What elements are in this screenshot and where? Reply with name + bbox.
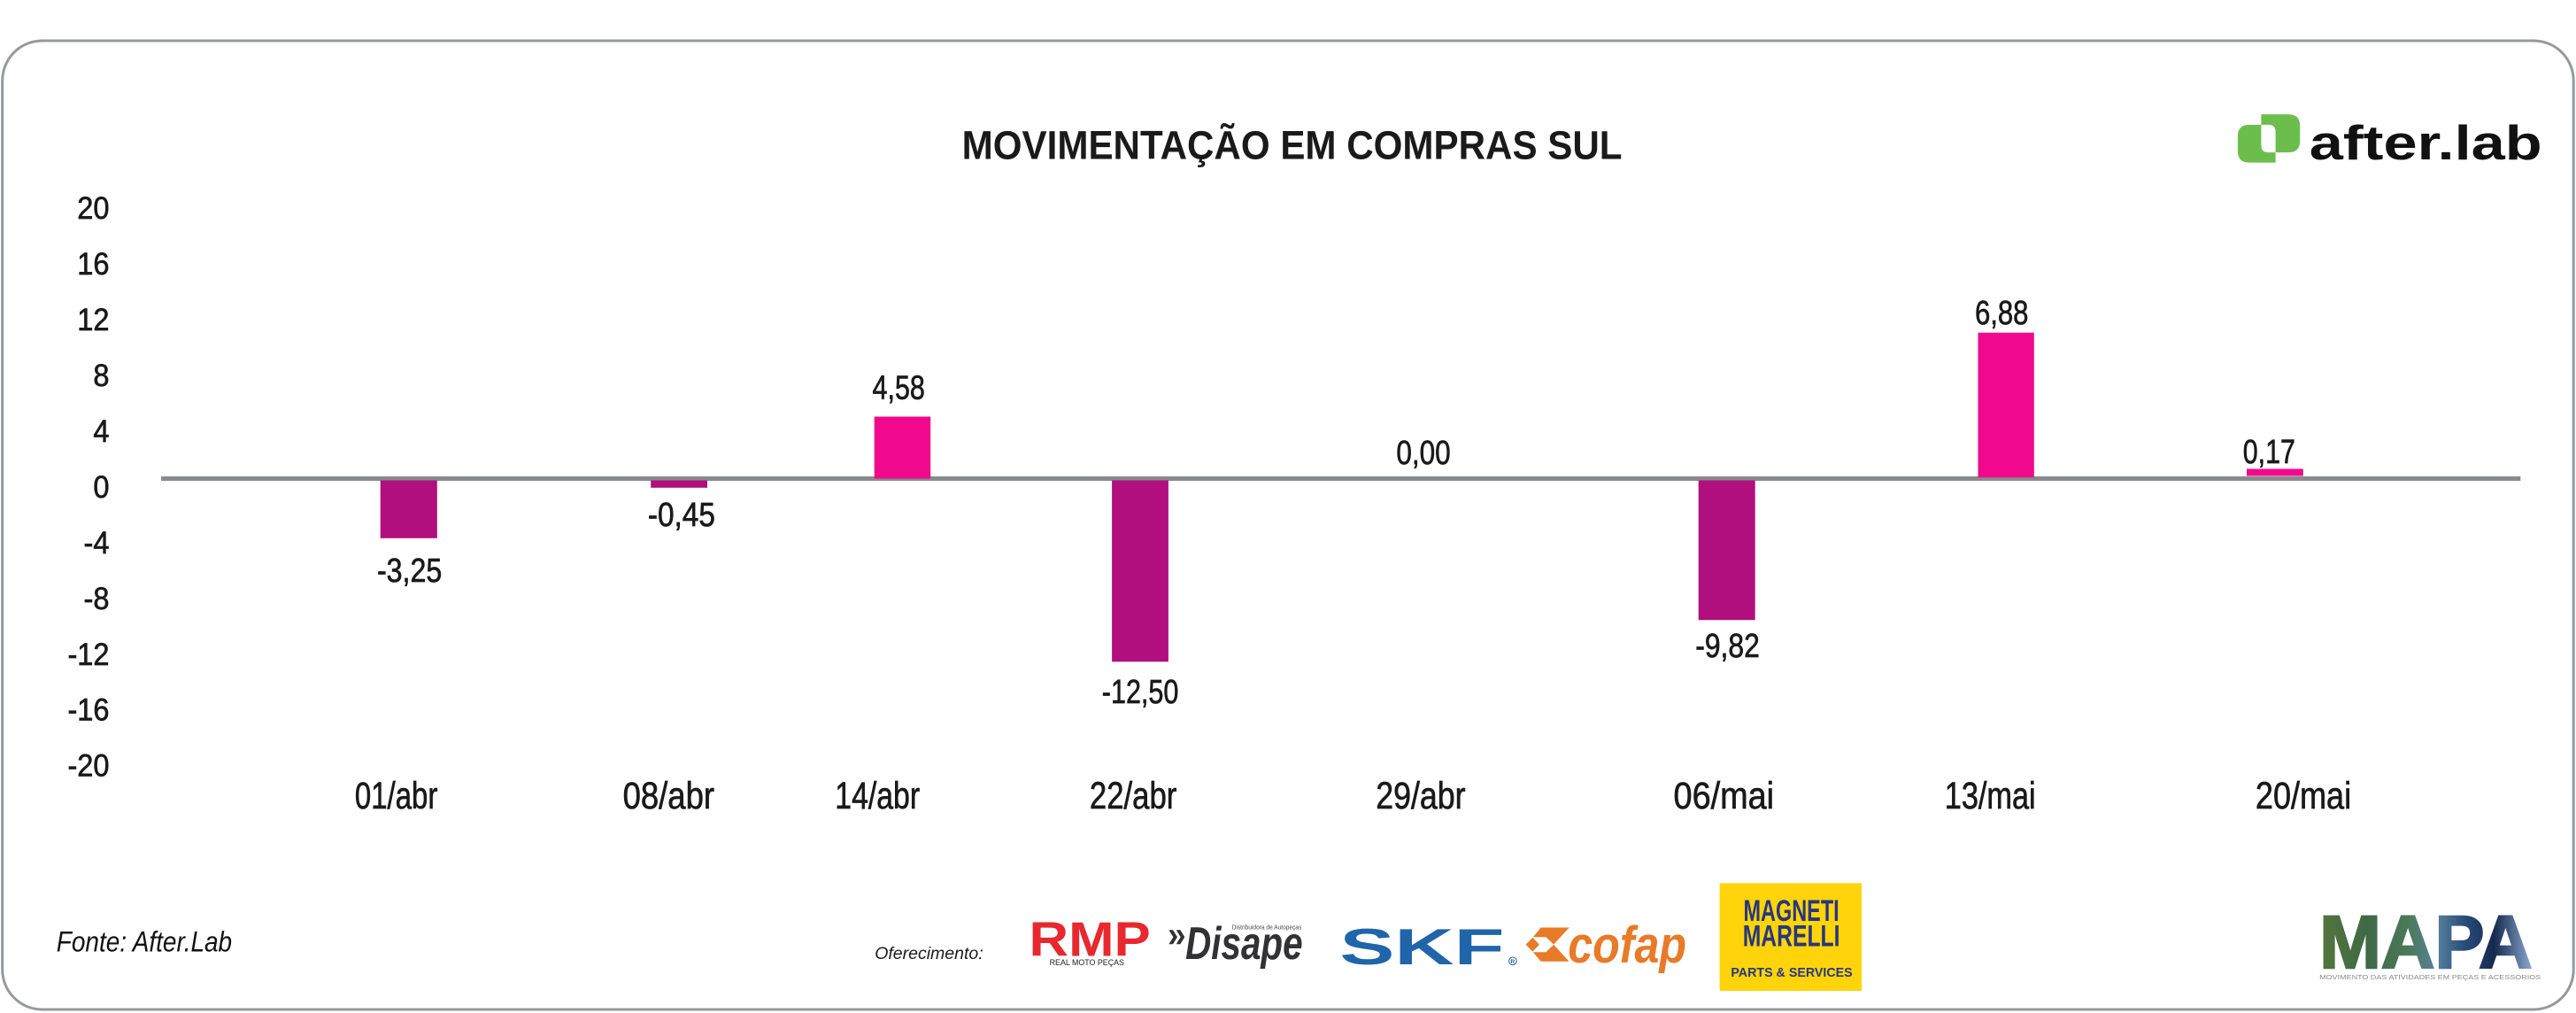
svg-text:0,17: 0,17 — [2243, 434, 2295, 471]
svg-text:MARELLI: MARELLI — [1743, 920, 1840, 954]
svg-text:20/mai: 20/mai — [2256, 775, 2351, 816]
svg-text:8: 8 — [93, 359, 109, 393]
svg-text:-20: -20 — [67, 749, 109, 784]
svg-text:Distribuidora de Autopeças: Distribuidora de Autopeças — [1232, 924, 1302, 931]
svg-text:20: 20 — [77, 191, 109, 226]
svg-text:MAGNETI: MAGNETI — [1744, 895, 1839, 928]
svg-text:REAL MOTO PEÇAS: REAL MOTO PEÇAS — [1050, 958, 1124, 967]
svg-text:cofap: cofap — [1568, 917, 1686, 974]
svg-text:4,58: 4,58 — [873, 369, 925, 406]
svg-text:6,88: 6,88 — [1975, 295, 2028, 332]
svg-text:R: R — [1511, 959, 1516, 965]
svg-text:29/abr: 29/abr — [1376, 775, 1465, 817]
svg-text:16: 16 — [77, 247, 109, 282]
svg-text:-9,82: -9,82 — [1695, 628, 1760, 665]
svg-text:-8: -8 — [84, 582, 110, 616]
svg-text:22/abr: 22/abr — [1090, 776, 1176, 817]
svg-text:01/abr: 01/abr — [355, 776, 438, 817]
svg-text:Oferecimento:: Oferecimento: — [875, 944, 983, 963]
svg-text:PARTS & SERVICES: PARTS & SERVICES — [1731, 966, 1853, 980]
svg-text:-12,50: -12,50 — [1102, 674, 1179, 711]
svg-text:MOVIMENTAÇÃO EM COMPRAS SUL: MOVIMENTAÇÃO EM COMPRAS SUL — [962, 122, 1623, 168]
svg-text:MOVIMENTO DAS ATIVIDADES EM PE: MOVIMENTO DAS ATIVIDADES EM PEÇAS E ACES… — [2319, 973, 2541, 981]
svg-text:14/abr: 14/abr — [835, 775, 920, 817]
svg-text:-4: -4 — [84, 526, 110, 561]
svg-text:-3,25: -3,25 — [377, 553, 442, 590]
svg-text:4: 4 — [93, 414, 109, 449]
svg-text:Disape: Disape — [1185, 917, 1302, 969]
svg-text:after.lab: after.lab — [2310, 116, 2542, 170]
svg-text:0: 0 — [93, 470, 109, 505]
svg-text:MAPA: MAPA — [2319, 901, 2533, 984]
svg-text:08/abr: 08/abr — [623, 775, 714, 816]
svg-text:-12: -12 — [67, 638, 109, 672]
svg-text:RMP: RMP — [1030, 913, 1151, 967]
svg-text:13/mai: 13/mai — [1945, 776, 2036, 817]
svg-text:12: 12 — [77, 303, 109, 337]
svg-text:-16: -16 — [67, 693, 109, 728]
svg-text:SKF: SKF — [1339, 919, 1504, 976]
svg-text:0,00: 0,00 — [1396, 434, 1450, 471]
svg-text:-0,45: -0,45 — [648, 496, 715, 533]
svg-text:06/mai: 06/mai — [1674, 775, 1775, 817]
svg-text:Fonte: After.Lab: Fonte: After.Lab — [57, 927, 232, 958]
